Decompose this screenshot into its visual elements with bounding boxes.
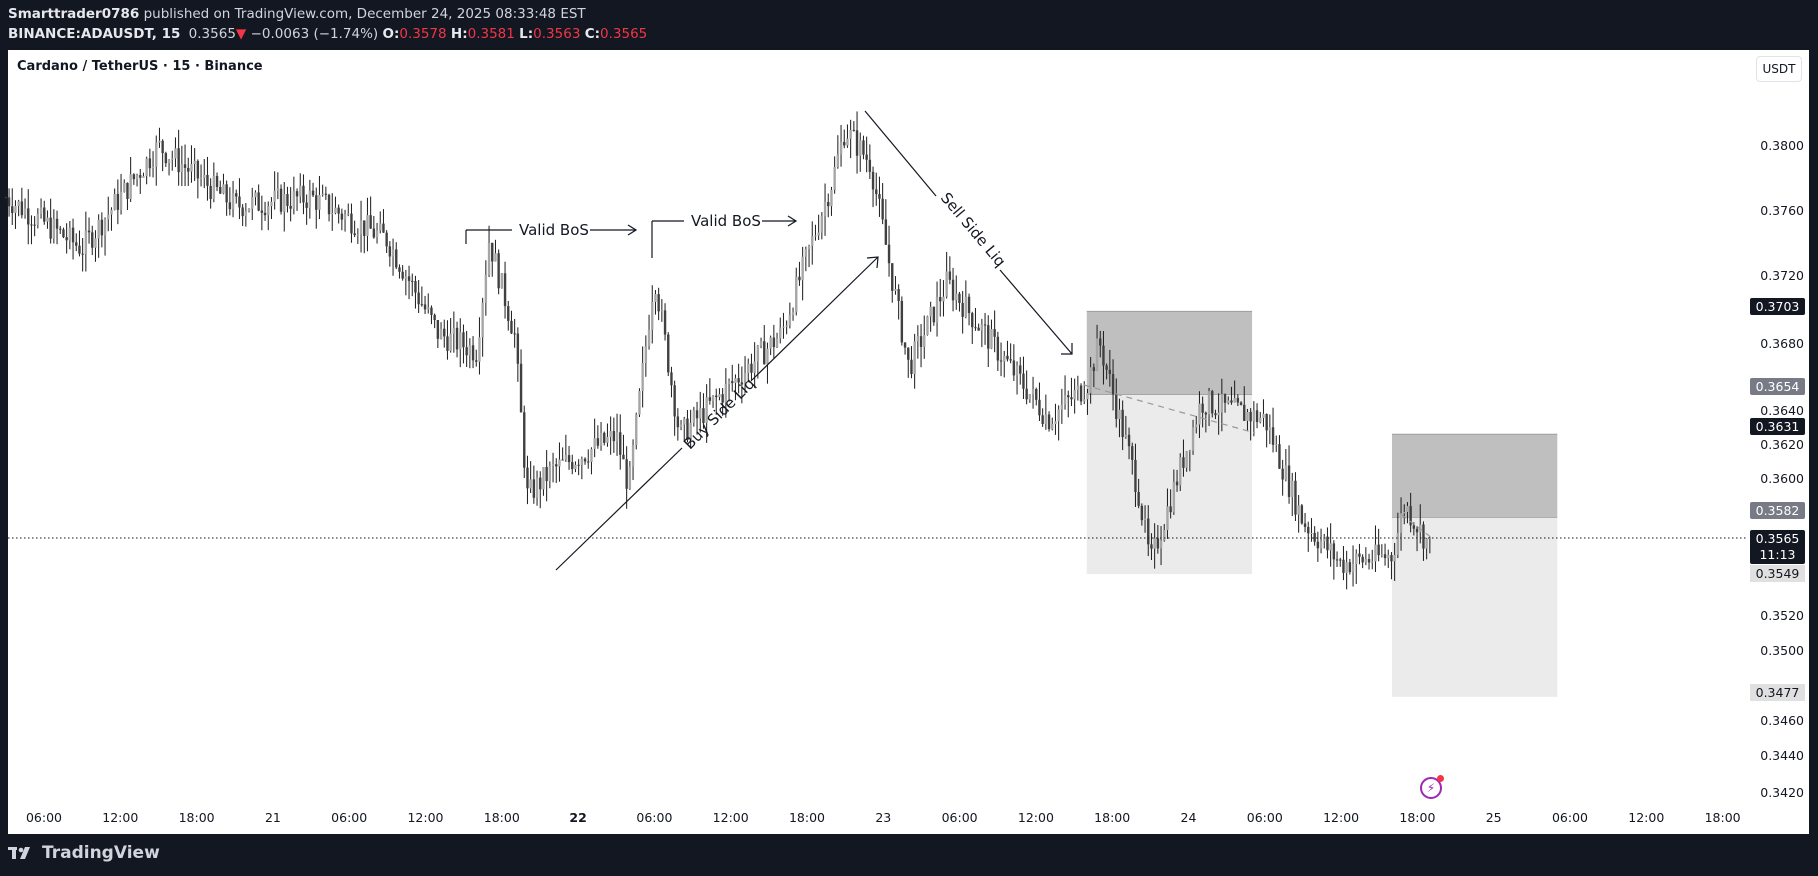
low-label: L: xyxy=(519,26,534,42)
sell-side-line-b xyxy=(999,269,1073,355)
zones-layer xyxy=(1086,310,1558,697)
price-tag-zone1-bottom: 0.3549 xyxy=(1750,565,1805,582)
open-label: O: xyxy=(382,26,400,42)
time-tick: 06:00 xyxy=(1551,810,1589,825)
sell-side-arrowhead-icon xyxy=(1061,343,1073,355)
price-tag-zone1-mid: 0.3654 xyxy=(1750,378,1805,395)
time-tick: 25 xyxy=(1485,810,1502,825)
publish-info: Smarttrader0786 published on TradingView… xyxy=(8,4,647,24)
footer-brand: TradingView xyxy=(8,843,160,863)
bos1-arrowhead-icon xyxy=(627,224,638,236)
zone1_lower xyxy=(1086,394,1253,575)
time-tick: 18:00 xyxy=(1704,810,1741,825)
time-tick: 12:00 xyxy=(102,810,139,825)
price-tick: 0.3500 xyxy=(1760,643,1804,658)
buy-side-line-a xyxy=(555,447,683,571)
time-tick: 18:00 xyxy=(178,810,215,825)
price-tick: 0.3760 xyxy=(1760,203,1804,218)
time-tick: 18:00 xyxy=(1094,810,1131,825)
bos2-label: Valid BoS xyxy=(691,212,761,230)
time-tick: 12:00 xyxy=(712,810,749,825)
zone2-dashed-line xyxy=(1401,514,1433,539)
price-tag-zone2-mid: 0.3582 xyxy=(1750,502,1805,519)
time-tick: 21 xyxy=(264,810,281,825)
brand-name: TradingView xyxy=(42,843,160,863)
price-tag-zone2-bottom: 0.3477 xyxy=(1750,684,1805,701)
time-tick: 06:00 xyxy=(941,810,978,825)
current-price-value: 0.3565 xyxy=(1755,531,1800,546)
flash-alert-icon[interactable]: ⚡ xyxy=(1420,775,1444,799)
price-tick: 0.3520 xyxy=(1760,608,1804,623)
price-tick: 0.3640 xyxy=(1760,403,1804,418)
close-label: C: xyxy=(584,26,601,42)
buy-side-arrowhead-icon xyxy=(866,256,879,269)
time-tick: 06:00 xyxy=(25,810,63,825)
buy-side-line-b xyxy=(751,256,879,381)
chart-title: Cardano / TetherUS · 15 · Binance xyxy=(17,59,263,74)
low-value: 0.3563 xyxy=(533,26,581,42)
time-tick: 12:00 xyxy=(1628,810,1665,825)
price-tick: 0.3600 xyxy=(1760,471,1804,486)
author-name[interactable]: Smarttrader0786 xyxy=(8,6,140,22)
drawings-layer xyxy=(8,110,1748,571)
current-price-tag: 0.3565 11:13 xyxy=(1750,530,1805,564)
price-tag-zone2-top: 0.3631 xyxy=(1750,418,1805,435)
zone1_upper xyxy=(1086,311,1253,395)
price-tick: 0.3620 xyxy=(1760,437,1804,452)
zone2_lower xyxy=(1391,517,1558,697)
time-tick: 12:00 xyxy=(1323,810,1360,825)
time-tick: 12:00 xyxy=(1017,810,1054,825)
symbol-ohlc-line: BINANCE:ADAUSDT, 15 0.3565▼ −0.0063 (−1.… xyxy=(8,24,647,44)
symbol-label: BINANCE:ADAUSDT, 15 xyxy=(8,26,181,42)
time-tick: 18:00 xyxy=(483,810,520,825)
open-value: 0.3578 xyxy=(399,26,447,42)
time-tick: 06:00 xyxy=(331,810,368,825)
price-tick: 0.3440 xyxy=(1760,748,1804,763)
close-value: 0.3565 xyxy=(600,26,648,42)
time-tick: 23 xyxy=(875,810,892,825)
sell-side-line-a xyxy=(864,110,937,197)
price-tick: 0.3420 xyxy=(1760,785,1804,800)
price-tick: 0.3720 xyxy=(1760,268,1804,283)
zone1-dashed-line xyxy=(1083,384,1256,434)
time-tick: 24 xyxy=(1180,810,1197,825)
last-price: 0.3565 xyxy=(188,26,236,42)
time-tick: 18:00 xyxy=(788,810,826,825)
published-text: published on TradingView.com, December 2… xyxy=(143,6,586,22)
time-tick: 22 xyxy=(569,810,587,825)
time-tick: 06:00 xyxy=(1246,810,1283,825)
high-value: 0.3581 xyxy=(467,26,515,42)
down-arrow-icon: ▼ xyxy=(235,26,247,42)
tradingview-logo-icon xyxy=(8,847,30,859)
price-change: −0.0063 (−1.74%) xyxy=(250,26,379,42)
time-tick: 06:00 xyxy=(636,810,673,825)
currency-button[interactable]: USDT xyxy=(1756,56,1802,82)
price-tag-zone1-top: 0.3703 xyxy=(1750,298,1805,315)
sell-side-label: Sell Side Liq xyxy=(937,189,1009,270)
zone2_upper xyxy=(1391,434,1558,518)
buy-side-label: Buy Side Liq xyxy=(680,375,758,453)
price-tick: 0.3800 xyxy=(1760,138,1804,153)
time-tick: 18:00 xyxy=(1399,810,1436,825)
bar-countdown: 11:13 xyxy=(1759,547,1796,562)
price-tick: 0.3460 xyxy=(1760,713,1804,728)
publish-header: Smarttrader0786 published on TradingView… xyxy=(8,4,647,44)
candles-layer xyxy=(4,111,1432,590)
notification-dot xyxy=(1437,775,1444,782)
bos2-arrowhead-icon xyxy=(787,215,798,227)
bos1-label: Valid BoS xyxy=(519,221,589,239)
high-label: H: xyxy=(450,26,468,42)
time-tick: 12:00 xyxy=(407,810,444,825)
price-tick: 0.3680 xyxy=(1760,336,1804,351)
